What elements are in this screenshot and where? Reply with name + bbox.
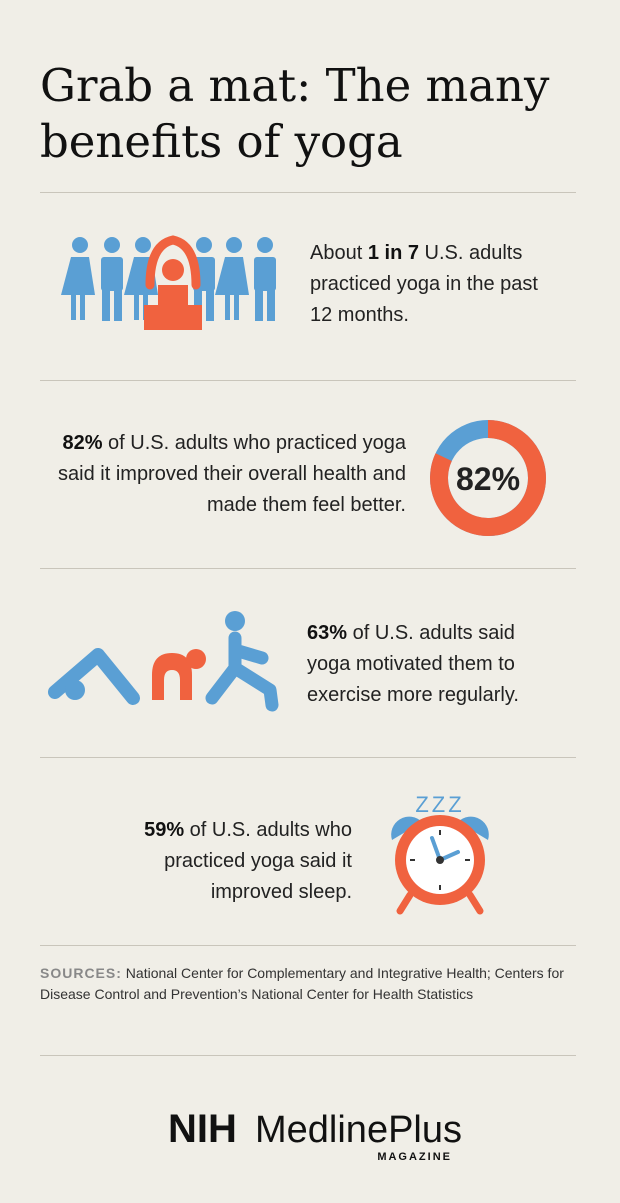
logo-sub: MAGAZINE <box>377 1151 452 1163</box>
stat-text: 59% of U.S. adults who practiced yoga sa… <box>100 815 352 908</box>
text: of U.S. adults said yoga motivated them … <box>307 622 519 706</box>
divider <box>40 380 576 381</box>
stat-text: 63% of U.S. adults said yoga motivated t… <box>307 618 562 711</box>
sources-text: National Center for Complementary and In… <box>40 965 564 1002</box>
text: of U.S. adults who practiced yoga said i… <box>164 819 352 903</box>
title: Grab a mat: The many benefits of yoga <box>40 59 550 168</box>
divider <box>40 192 576 193</box>
text: About <box>310 242 368 264</box>
stat-bold: 82% <box>62 432 103 454</box>
donut-label: 82% <box>456 461 520 497</box>
sources: SOURCES: National Center for Complementa… <box>40 963 580 1005</box>
sleep-text: ZZZ <box>415 792 464 817</box>
divider <box>40 757 576 758</box>
poses-icon <box>48 611 279 712</box>
divider <box>40 945 576 946</box>
text: of U.S. adults who practiced yoga said i… <box>58 432 406 516</box>
stat-text: 82% of U.S. adults who practiced yoga sa… <box>40 428 406 521</box>
stat-bold: 1 in 7 <box>367 242 419 264</box>
clock-icon: ZZZ <box>391 792 489 915</box>
people-icon <box>61 237 276 321</box>
divider <box>40 1055 576 1056</box>
sources-label: SOURCES: <box>40 965 122 981</box>
stat-bold: 59% <box>144 819 185 841</box>
donut-value <box>430 420 546 536</box>
divider <box>40 568 576 569</box>
stat-text: About 1 in 7 U.S. adults practiced yoga … <box>310 238 550 331</box>
stat-bold: 63% <box>307 622 348 644</box>
logo-nih: NIH <box>168 1107 237 1151</box>
yoga-person-icon <box>144 235 202 330</box>
logo-name: MedlinePlus <box>255 1109 462 1151</box>
text: U.S. adults practiced yoga in the past 1… <box>310 242 538 326</box>
